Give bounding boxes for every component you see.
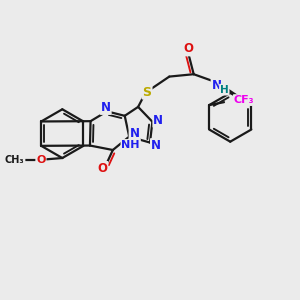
Text: H: H <box>220 85 229 95</box>
Text: N: N <box>151 139 161 152</box>
Text: N: N <box>153 114 163 127</box>
Text: N: N <box>130 127 140 140</box>
Text: N: N <box>101 101 111 114</box>
Text: O: O <box>98 162 107 175</box>
Text: S: S <box>142 85 152 98</box>
Text: CF₃: CF₃ <box>234 95 254 105</box>
Text: CH₃: CH₃ <box>5 154 25 164</box>
Text: O: O <box>183 42 193 56</box>
Text: N: N <box>212 79 222 92</box>
Text: O: O <box>36 154 46 164</box>
Text: NH: NH <box>122 140 140 150</box>
